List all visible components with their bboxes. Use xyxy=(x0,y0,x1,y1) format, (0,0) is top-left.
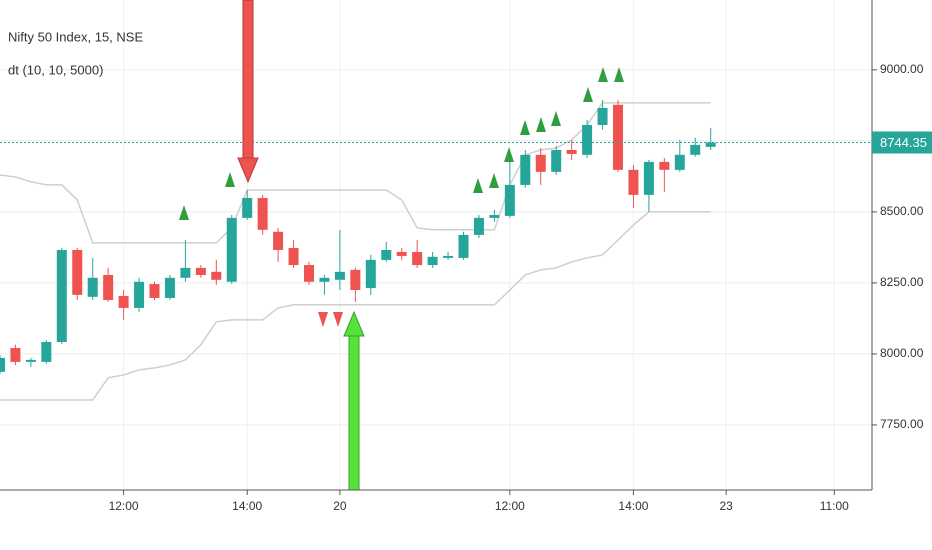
down-marker xyxy=(318,312,328,327)
y-tick-label: 8000.00 xyxy=(880,346,924,360)
candle-body xyxy=(257,197,268,230)
up-marker xyxy=(536,117,546,132)
up-markers xyxy=(179,67,624,220)
candle-body xyxy=(134,281,145,308)
candle-body xyxy=(489,215,500,218)
band-line xyxy=(0,211,711,401)
candle-body xyxy=(396,251,407,256)
up-marker xyxy=(489,173,499,188)
up-marker xyxy=(614,67,624,82)
candle-body xyxy=(597,107,608,125)
candle-body xyxy=(643,161,654,195)
up-marker xyxy=(520,120,530,135)
last-price-label: 8744.35 xyxy=(880,135,927,150)
candle-body xyxy=(443,255,454,258)
y-tick-label: 8500.00 xyxy=(880,204,924,218)
up-marker xyxy=(583,87,593,102)
candle-body xyxy=(334,271,345,280)
x-tick-label: 12:00 xyxy=(109,499,139,513)
candle-body xyxy=(25,359,36,362)
chart-title: Nifty 50 Index, 15, NSE xyxy=(8,29,143,44)
candle-body xyxy=(180,267,191,278)
candle-body xyxy=(659,161,670,170)
candle-body xyxy=(10,347,21,362)
candle-body xyxy=(211,271,222,280)
candle-body xyxy=(520,154,531,185)
x-tick-label: 12:00 xyxy=(495,499,525,513)
candle-body xyxy=(273,231,284,250)
up-marker xyxy=(551,111,561,126)
candle-body xyxy=(705,142,716,147)
candle-body xyxy=(242,197,253,218)
candle-body xyxy=(412,251,423,266)
last-price-box xyxy=(872,131,932,154)
candle-body xyxy=(365,259,376,289)
candle-body xyxy=(304,265,314,282)
candle-body xyxy=(195,267,206,275)
band-line xyxy=(0,102,711,244)
candle-body xyxy=(350,269,361,291)
y-tick-label: 7750.00 xyxy=(880,417,924,431)
up-marker xyxy=(504,147,514,162)
y-tick-label: 8250.00 xyxy=(880,275,924,289)
up-marker xyxy=(225,172,235,187)
candle-body xyxy=(458,234,469,258)
candle-body xyxy=(674,154,685,170)
axes: 7750.008000.008250.008500.008750.009000.… xyxy=(109,62,932,513)
up-marker xyxy=(179,205,189,220)
down-marker xyxy=(333,312,343,327)
candle-body xyxy=(103,274,114,300)
candle-body xyxy=(87,277,98,297)
signals xyxy=(179,0,624,491)
candle-body xyxy=(118,295,129,308)
candle-body xyxy=(164,277,175,298)
up-marker xyxy=(598,67,608,82)
candle-body xyxy=(628,169,639,195)
indicator-label: dt (10, 10, 5000) xyxy=(8,62,103,77)
x-tick-label: 14:00 xyxy=(232,499,262,513)
x-tick-label: 20 xyxy=(333,499,347,513)
candle-body xyxy=(288,247,299,266)
candle-body xyxy=(56,249,67,343)
candle-body xyxy=(72,249,83,295)
candle-body xyxy=(226,217,237,282)
down-markers xyxy=(318,312,343,327)
candle-body xyxy=(473,217,484,235)
x-tick-label: 11:00 xyxy=(820,499,849,513)
up-marker xyxy=(473,178,483,193)
candle-body xyxy=(613,104,623,170)
candle-body xyxy=(0,357,5,372)
sell-arrow xyxy=(237,0,259,184)
x-tick-label: 14:00 xyxy=(618,499,648,513)
grid xyxy=(0,0,872,490)
y-tick-label: 9000.00 xyxy=(880,62,924,76)
candle-body xyxy=(149,284,160,298)
x-tick-label: 23 xyxy=(719,499,733,513)
candle-body xyxy=(319,277,330,282)
candle-body xyxy=(41,342,52,362)
candle-body xyxy=(582,124,593,155)
plot xyxy=(0,99,872,401)
candle-body xyxy=(427,256,438,266)
candle-body xyxy=(535,154,546,172)
candle-body xyxy=(551,149,562,172)
candle-body xyxy=(566,149,577,154)
candle-body xyxy=(690,144,701,155)
candle-body xyxy=(381,249,392,260)
candle-body xyxy=(504,184,515,216)
